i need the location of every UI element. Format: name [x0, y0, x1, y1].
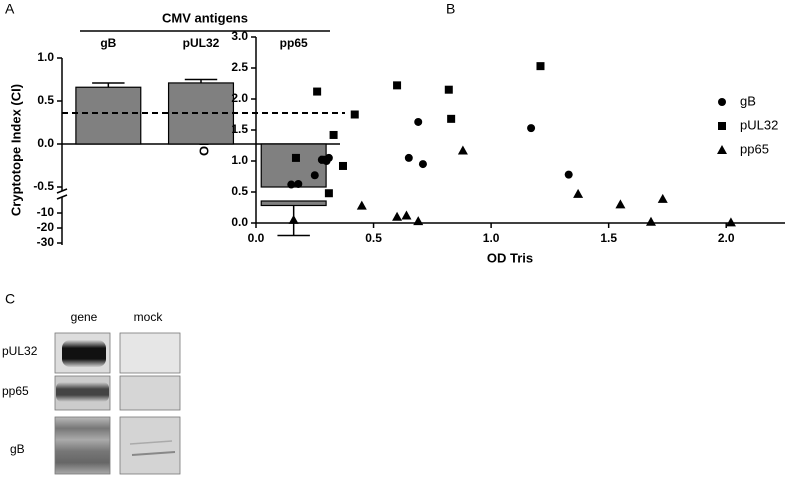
y-tick-label: 1.5: [231, 122, 248, 136]
point: [645, 216, 656, 226]
axis-break: [56, 194, 68, 200]
x-tick-label: pp65: [280, 36, 308, 50]
legend-label: pUL32: [740, 117, 778, 132]
x-tick-label: 1.5: [600, 231, 617, 245]
y-tick-label: 1.0: [231, 153, 248, 167]
group-label: CMV antigens: [162, 10, 248, 25]
row-label: gB: [10, 442, 25, 456]
panel-label: A: [5, 1, 15, 17]
point: [313, 87, 322, 96]
point: [725, 217, 736, 227]
legend-marker: [718, 98, 726, 106]
point: [536, 62, 545, 71]
point: [294, 179, 303, 188]
bar: [75, 86, 142, 145]
point: [393, 81, 402, 90]
point: [414, 117, 423, 126]
bar: [260, 200, 327, 207]
y-tick-label: 3.0: [231, 29, 248, 43]
axis-break: [56, 188, 68, 194]
point: [404, 153, 413, 162]
point: [457, 145, 468, 155]
y-tick-label: 2.0: [231, 91, 248, 105]
row-label: pUL32: [2, 344, 38, 358]
column-label: mock: [134, 310, 164, 324]
y-tick-label: -10: [37, 205, 55, 219]
point: [291, 153, 300, 162]
point: [338, 161, 347, 170]
point: [350, 110, 359, 119]
y-tick-label: 0.5: [37, 93, 54, 107]
x-tick-label: pUL32: [183, 36, 220, 50]
legend-label: pp65: [740, 141, 769, 156]
y-tick-label: -30: [37, 235, 55, 249]
y-tick-label: 0.5: [231, 184, 248, 198]
point: [392, 211, 403, 221]
legend-marker: [718, 122, 726, 130]
point: [310, 171, 319, 180]
point: [527, 124, 536, 133]
y-tick-label: -0.5: [33, 179, 54, 193]
point: [329, 130, 338, 139]
panel-label: C: [5, 291, 15, 307]
column-label: gene: [71, 310, 98, 324]
point: [401, 210, 412, 220]
y-tick-label: 0.0: [231, 215, 248, 229]
panel-label: B: [446, 1, 455, 17]
x-tick-label: 0.5: [365, 231, 382, 245]
point: [324, 189, 333, 198]
point: [356, 200, 367, 210]
y-tick-label: 1.0: [37, 50, 54, 64]
point: [615, 199, 626, 209]
y-axis-title: Cryptotope Index (CI): [8, 84, 23, 216]
y-tick-label: -20: [37, 220, 55, 234]
blot-images: [54, 332, 181, 475]
x-axis-title: OD Tris: [487, 250, 533, 265]
point: [288, 214, 299, 224]
x-tick-label: gB: [100, 36, 116, 50]
legend-label: gB: [740, 93, 756, 108]
x-tick-label: 2.0: [718, 231, 735, 245]
point: [320, 155, 329, 164]
point: [573, 188, 584, 198]
point: [418, 160, 427, 169]
y-tick-label: 2.5: [231, 60, 248, 74]
point: [657, 193, 668, 203]
point: [444, 85, 453, 94]
row-label: pp65: [2, 384, 29, 398]
point: [287, 180, 296, 189]
point: [564, 170, 573, 179]
bar: [260, 143, 327, 188]
x-tick-label: 1.0: [483, 231, 500, 245]
point: [447, 114, 456, 123]
y-tick-label: 0.0: [37, 136, 54, 150]
legend-marker: [717, 145, 727, 154]
point: [413, 216, 424, 226]
x-tick-label: 0.0: [248, 231, 265, 245]
